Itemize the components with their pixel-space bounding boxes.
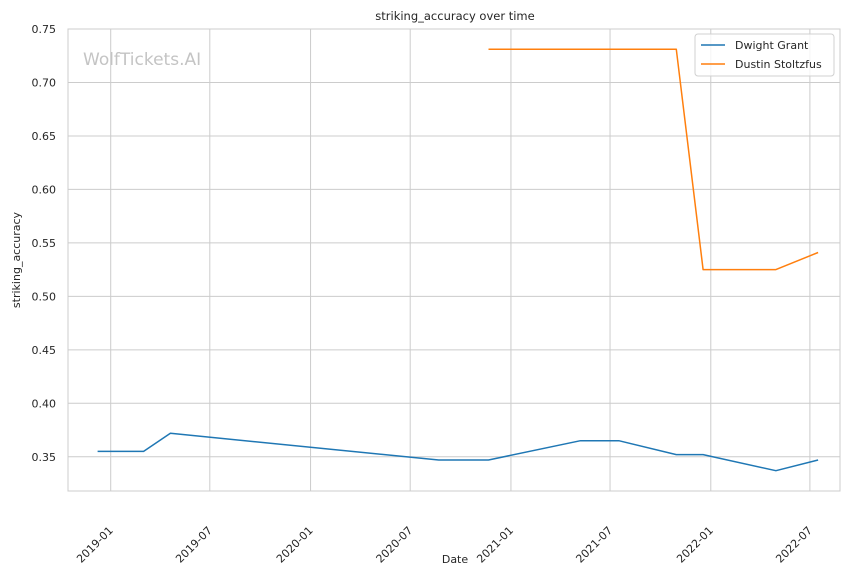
legend-label-dwight-grant: Dwight Grant [735, 39, 809, 52]
y-tick-label: 0.45 [32, 344, 57, 357]
y-tick-label: 0.40 [32, 397, 57, 410]
watermark: WolfTickets.AI [83, 50, 201, 70]
y-axis-title: striking_accuracy [10, 211, 23, 308]
legend-label-dustin-stoltzfus: Dustin Stoltzfus [735, 58, 822, 71]
legend: Dwight Grant Dustin Stoltzfus [694, 33, 835, 77]
y-axis: 0.35 0.40 0.45 0.50 0.55 0.60 0.65 0.70 0.75 [32, 23, 57, 464]
x-axis-title: Date [442, 553, 469, 566]
y-tick-label: 0.35 [32, 451, 57, 464]
y-tick-label: 0.55 [32, 237, 57, 250]
y-tick-label: 0.75 [32, 23, 57, 36]
y-tick-label: 0.65 [32, 130, 57, 143]
plot-frame [67, 28, 841, 492]
series-layer [97, 48, 819, 472]
y-tick-label: 0.60 [32, 183, 57, 196]
chart-title: striking_accuracy over time [375, 9, 534, 23]
plot-area [68, 29, 840, 491]
series-line-dwight-grant [97, 432, 819, 472]
y-tick-label: 0.70 [32, 76, 57, 89]
series-line-dustin-stoltzfus [488, 48, 819, 271]
legend-box [694, 33, 835, 77]
y-tick-label: 0.50 [32, 290, 57, 303]
